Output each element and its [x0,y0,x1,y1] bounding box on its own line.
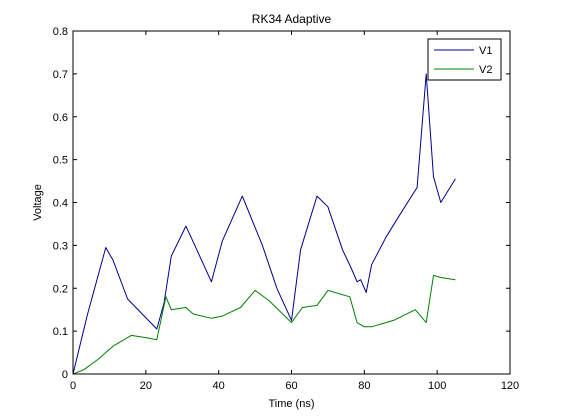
x-tick-label: 80 [358,380,370,392]
legend-label-v2: V2 [479,64,492,76]
x-tick-label: 40 [213,380,225,392]
y-tick-label: 0.3 [53,240,68,252]
y-axis-label: Voltage [32,184,44,221]
y-tick-label: 0.6 [53,112,68,124]
series-line-v2 [72,274,456,375]
x-tick-label: 120 [501,380,519,392]
y-tick-label: 0.4 [53,198,68,210]
x-tick-label: 0 [70,380,76,392]
series-layer [72,73,456,375]
y-tick-label: 0.8 [53,26,68,38]
series-line-v1 [72,73,456,375]
legend-label-v1: V1 [479,45,492,57]
x-tick-label: 20 [140,380,152,392]
legend-box [427,38,502,81]
legend[interactable]: V1 V2 [427,38,502,81]
y-tick-label: 0 [62,369,68,381]
x-tick-label: 60 [285,380,297,392]
y-tick-label: 0.2 [53,283,68,295]
x-axis-label: Time (ns) [268,398,314,410]
ticks-layer: 0 20 40 60 80 100 120 0 0.1 0.2 0.3 0.4 0.5 0.6 0.7 0.8 [53,26,519,392]
y-tick-label: 0.5 [53,155,68,167]
y-tick-label: 0.7 [53,69,68,81]
x-tick-label: 100 [428,380,446,392]
plot-frame [72,30,511,375]
chart-title: RK34 Adaptive [252,12,332,26]
y-tick-label: 0.1 [53,326,68,338]
